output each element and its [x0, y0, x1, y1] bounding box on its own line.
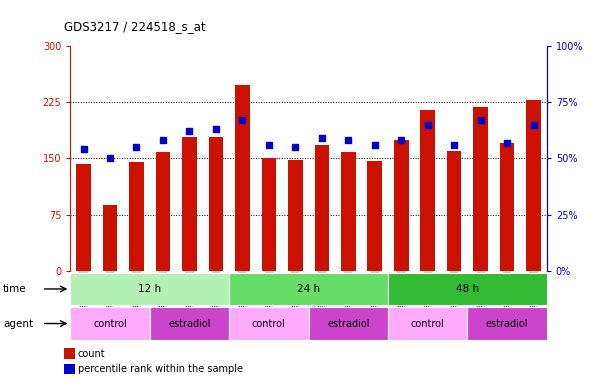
Point — [502, 140, 512, 146]
Bar — [70, 307, 150, 340]
Point — [131, 144, 141, 150]
Point — [211, 126, 221, 132]
Bar — [420, 110, 435, 271]
Point — [343, 137, 353, 144]
Point — [370, 142, 379, 148]
Text: control: control — [93, 318, 127, 329]
Text: estradiol: estradiol — [327, 318, 370, 329]
Bar — [388, 273, 547, 305]
Text: time: time — [3, 284, 27, 294]
Point — [238, 117, 247, 123]
Bar — [341, 152, 356, 271]
Point — [423, 122, 433, 128]
Bar — [288, 160, 302, 271]
Point — [449, 142, 459, 148]
Text: control: control — [411, 318, 445, 329]
Bar — [500, 143, 514, 271]
Bar — [156, 152, 170, 271]
Point — [476, 117, 486, 123]
Text: estradiol: estradiol — [168, 318, 211, 329]
Text: agent: agent — [3, 318, 33, 329]
Point — [397, 137, 406, 144]
Bar — [315, 145, 329, 271]
Point — [317, 135, 327, 141]
Bar — [262, 158, 276, 271]
Text: control: control — [252, 318, 286, 329]
Bar — [447, 151, 461, 271]
Bar — [103, 205, 117, 271]
Bar — [394, 140, 409, 271]
Bar — [474, 108, 488, 271]
Point — [264, 142, 274, 148]
Bar — [150, 307, 229, 340]
Bar — [70, 273, 229, 305]
Text: 24 h: 24 h — [297, 284, 320, 294]
Bar — [76, 164, 91, 271]
Bar — [367, 161, 382, 271]
Bar — [208, 137, 223, 271]
Bar — [229, 307, 309, 340]
Bar — [235, 85, 250, 271]
Bar — [229, 273, 388, 305]
Bar — [526, 100, 541, 271]
Point — [185, 128, 194, 134]
Point — [79, 146, 89, 152]
Text: 12 h: 12 h — [138, 284, 161, 294]
Text: count: count — [78, 349, 105, 359]
Bar — [467, 307, 547, 340]
Bar — [182, 137, 197, 271]
Point — [290, 144, 300, 150]
Point — [105, 155, 115, 161]
Bar — [388, 307, 467, 340]
Text: estradiol: estradiol — [486, 318, 529, 329]
Point — [158, 137, 168, 144]
Bar — [129, 162, 144, 271]
Text: 48 h: 48 h — [456, 284, 479, 294]
Bar — [309, 307, 388, 340]
Point — [529, 122, 538, 128]
Text: percentile rank within the sample: percentile rank within the sample — [78, 364, 243, 374]
Text: GDS3217 / 224518_s_at: GDS3217 / 224518_s_at — [64, 20, 206, 33]
